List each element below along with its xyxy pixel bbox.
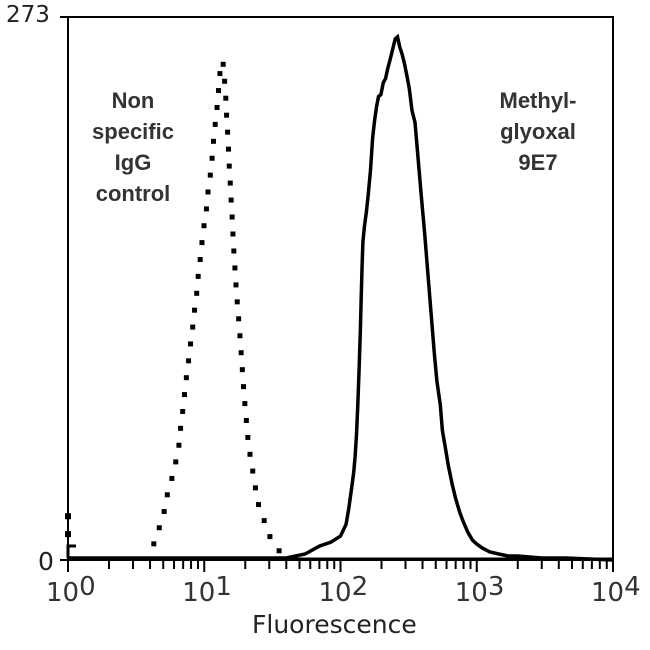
igg-control-dot	[217, 71, 223, 77]
igg-control-dot	[180, 408, 186, 414]
igg-control-dot	[233, 282, 239, 288]
x-tick-label: 104	[591, 572, 641, 608]
methylglyoxal-9e7-curve	[68, 33, 614, 562]
igg-control-dot	[151, 541, 157, 547]
y-axis-ticks	[60, 16, 68, 561]
igg-control-dot	[267, 534, 273, 540]
baseline-marker	[65, 531, 71, 538]
x-tick-label: 101	[182, 572, 232, 608]
igg-control-dot	[207, 172, 213, 178]
igg-control-dot	[161, 508, 167, 514]
baseline-marker	[65, 513, 71, 520]
igg-control-dot	[239, 367, 245, 373]
annotation-line: 9E7	[518, 150, 558, 175]
igg-control-dot	[227, 180, 233, 186]
igg-control-dot	[214, 104, 220, 110]
igg-control-dot	[183, 375, 189, 381]
x-axis-label: Fluorescence	[252, 610, 417, 639]
igg-control-dot	[229, 214, 235, 220]
igg-control-dot	[241, 384, 247, 390]
igg-control-dot	[181, 392, 187, 398]
igg-control-dot	[194, 290, 200, 296]
annotation-methylglyoxal: Methyl- glyoxal 9E7	[470, 85, 606, 178]
igg-control-dot	[199, 240, 205, 246]
igg-control-dot	[243, 418, 249, 424]
igg-control-dot	[209, 155, 215, 161]
igg-control-dot	[226, 163, 232, 169]
igg-control-dot	[173, 459, 179, 465]
igg-control-dot	[234, 299, 240, 305]
y-tick-label-zero: 0	[38, 547, 54, 576]
x-axis-ticks	[67, 560, 614, 572]
igg-control-dot	[230, 231, 236, 237]
igg-control-dot	[238, 350, 244, 356]
igg-control-dot	[192, 307, 198, 313]
series-layer	[65, 33, 614, 562]
igg-control-dot	[203, 206, 209, 212]
igg-control-dot	[212, 121, 218, 127]
igg-control-dot	[256, 502, 262, 508]
annotation-igg-control: Non specific IgG control	[62, 85, 204, 209]
igg-control-dot	[225, 146, 231, 152]
igg-control-dot	[237, 333, 243, 339]
igg-control-dot	[228, 197, 234, 203]
annotation-line: Methyl-	[499, 88, 577, 113]
igg-control-dot	[261, 518, 267, 524]
igg-control-dot	[176, 442, 182, 448]
x-tick-label: 102	[318, 572, 369, 608]
igg-control-dot	[224, 112, 230, 118]
igg-control-dot	[232, 265, 238, 271]
igg-control-dot	[242, 401, 248, 407]
x-tick-label: 103	[454, 572, 505, 608]
annotation-line: control	[95, 181, 171, 206]
annotation-line: Non	[111, 88, 155, 113]
igg-control-dot	[222, 78, 228, 84]
igg-control-dot	[169, 475, 175, 481]
igg-control-dot	[225, 129, 231, 135]
igg-control-dot	[215, 88, 221, 94]
igg-control-dot	[164, 492, 170, 498]
igg-control-dot	[236, 316, 242, 322]
igg-control-dot	[250, 468, 256, 474]
igg-control-dot	[223, 95, 229, 101]
annotation-line: IgG	[114, 150, 152, 175]
igg-control-dot	[178, 425, 184, 431]
igg-control-dot	[195, 273, 201, 279]
igg-control-dot	[252, 485, 258, 491]
annotation-line: glyoxal	[500, 119, 576, 144]
annotation-line: specific	[92, 119, 174, 144]
igg-control-dot	[190, 324, 196, 330]
igg-control-dot	[205, 189, 211, 195]
x-tick-label: 100	[46, 572, 96, 608]
baseline-marker	[66, 544, 76, 558]
igg-control-dot	[197, 257, 203, 262]
igg-control-dot	[201, 223, 207, 229]
y-tick-label-top: 273	[6, 2, 50, 28]
igg-control-dot	[245, 434, 251, 440]
igg-control-dot	[247, 451, 253, 457]
igg-control-dot	[231, 248, 237, 254]
igg-control-dot	[156, 525, 162, 531]
igg-control-dot	[186, 358, 192, 364]
igg-control-dot	[188, 341, 194, 347]
igg-control-dot	[211, 138, 217, 144]
igg-control-dot	[276, 548, 282, 554]
igg-control-dot	[220, 61, 226, 67]
